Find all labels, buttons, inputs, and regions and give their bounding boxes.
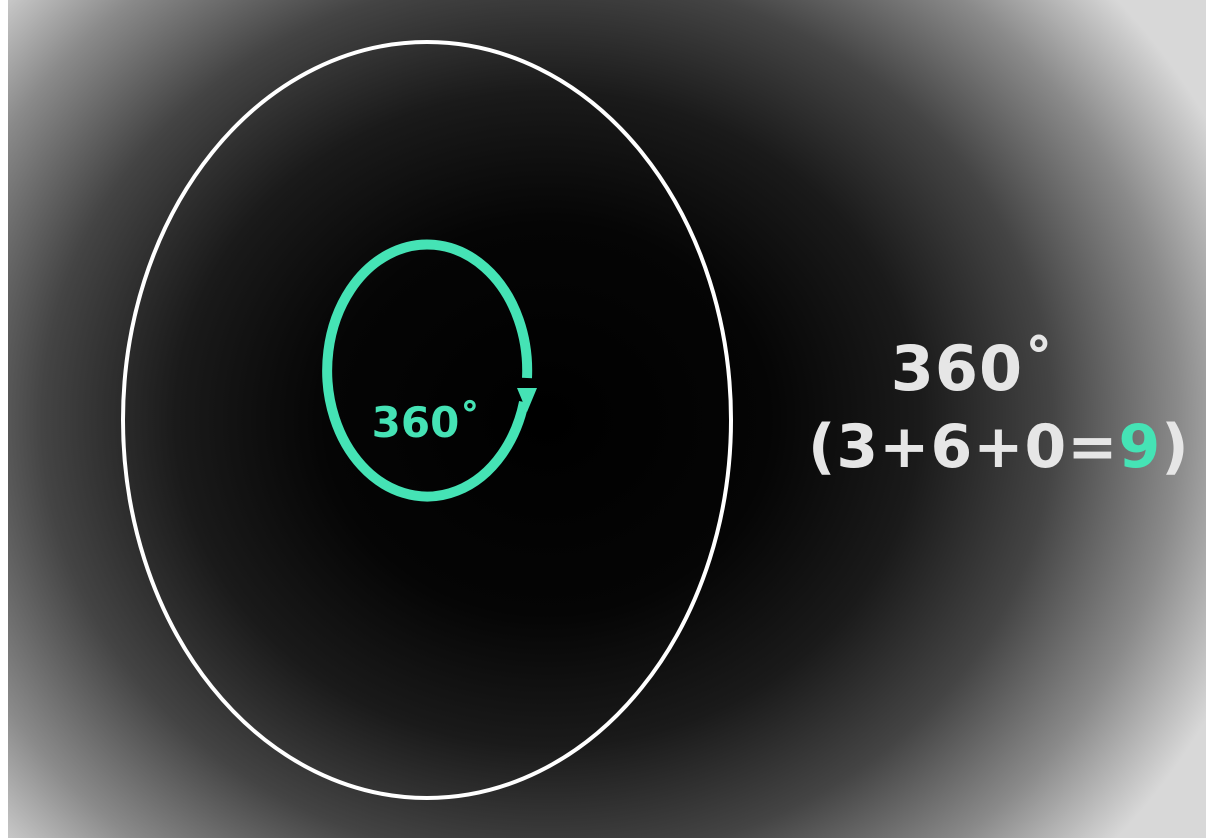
- digit-sum-equation: (3+6+0=9): [808, 408, 1189, 486]
- degrees-label: 360˚: [890, 332, 1056, 405]
- equation-block: 360˚ (3+6+0=9): [808, 330, 1189, 486]
- sum-expression: 3+6+0=: [836, 412, 1119, 482]
- circle-diagram: 360˚: [121, 40, 733, 800]
- inner-degree-label: 360˚: [372, 398, 481, 447]
- sum-result: 9: [1118, 412, 1162, 482]
- rotation-circle: [322, 239, 533, 502]
- close-paren: ): [1161, 412, 1190, 482]
- open-paren: (: [808, 412, 837, 482]
- outer-ellipse: [121, 40, 733, 800]
- clockwise-arrow-icon: [517, 388, 537, 412]
